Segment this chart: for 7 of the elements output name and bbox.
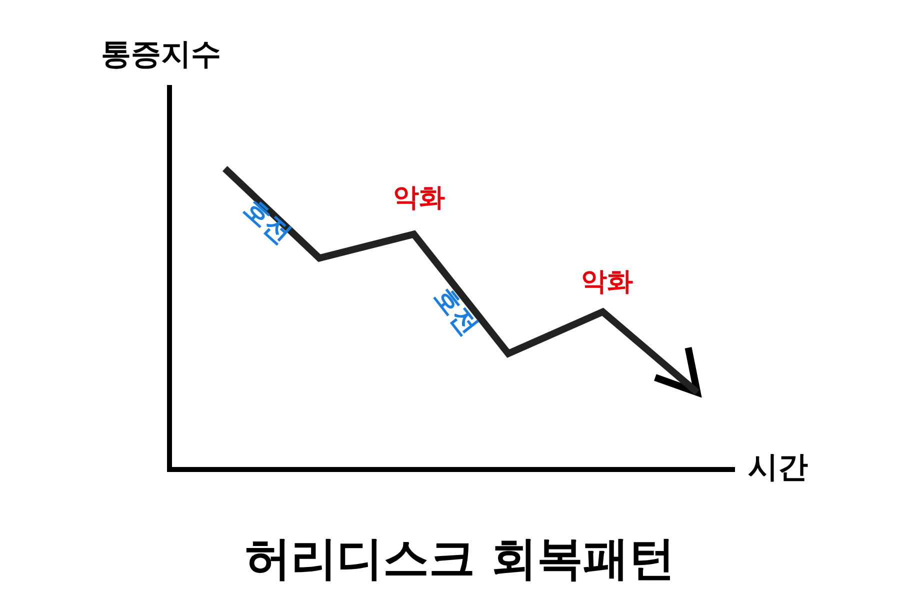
text: 허리디스크 회복패턴 <box>244 530 676 585</box>
annotation: 악화 <box>393 183 445 213</box>
y-axis-title: 통증지수 <box>101 37 221 72</box>
annotation: 호전 <box>238 193 297 250</box>
annotation: 악화 <box>581 267 633 297</box>
annotation: 호전 <box>428 282 484 342</box>
x-axis-title: 시간 <box>748 450 808 485</box>
